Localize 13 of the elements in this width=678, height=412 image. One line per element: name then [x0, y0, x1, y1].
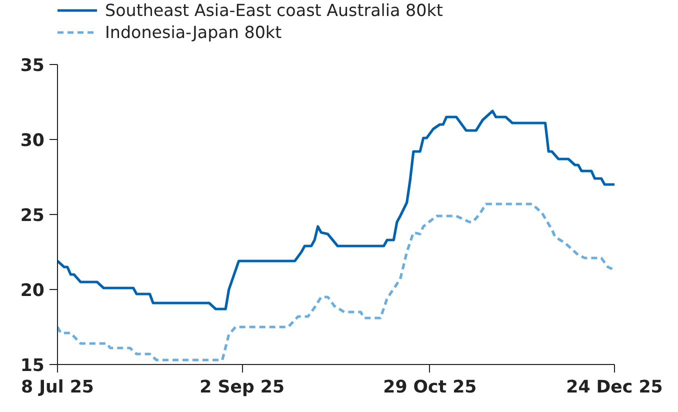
y-tick-label: 25	[20, 206, 45, 226]
x-tick-label: 2 Sep 25	[200, 378, 285, 398]
y-tick-label: 30	[20, 131, 45, 151]
line-series	[58, 110, 614, 310]
x-tick-label: 8 Jul 25	[21, 378, 94, 398]
x-tick-label: 29 Oct 25	[383, 378, 477, 398]
y-tick-label: 35	[20, 56, 45, 76]
x-tick-label: 24 Dec 25	[566, 378, 663, 398]
y-tick-label: 20	[20, 281, 45, 301]
y-tick-label: 15	[20, 356, 45, 376]
legend-label: Indonesia-Japan 80kt	[105, 22, 282, 42]
line-series	[58, 202, 614, 362]
legend-label: Southeast Asia-East coast Australia 80kt	[105, 0, 443, 20]
